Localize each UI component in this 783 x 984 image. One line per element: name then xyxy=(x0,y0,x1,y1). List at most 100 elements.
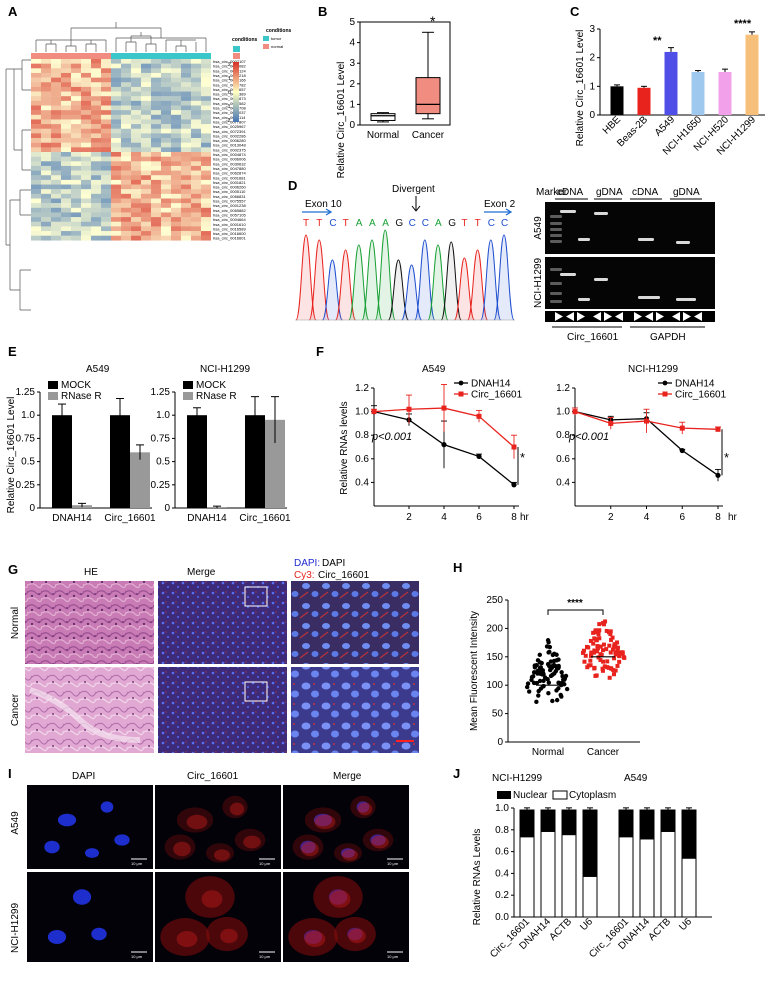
heatmap-row-label: hsa_circ_0025967 xyxy=(213,124,246,129)
heatmap-cell xyxy=(41,165,51,171)
heatmap-cell xyxy=(71,175,81,181)
heatmap-cell xyxy=(71,203,81,208)
e-ylabel: Relative Circ_16601 Level xyxy=(6,397,17,514)
heatmap-cell xyxy=(91,165,101,171)
heatmap-cell xyxy=(61,138,71,143)
heatmap-cell xyxy=(141,72,151,78)
heatmap-cell xyxy=(181,63,191,69)
heatmap-cell xyxy=(161,114,171,120)
heatmap-cell xyxy=(41,152,51,157)
heatmap-cell xyxy=(201,221,211,227)
heatmap-group-cell xyxy=(121,53,131,59)
heatmap-cell xyxy=(121,142,131,148)
h-point xyxy=(597,636,602,641)
e-title-a549: A549 xyxy=(86,364,110,375)
f-point xyxy=(644,418,649,424)
heatmap-cell xyxy=(51,142,61,148)
heatmap-cell xyxy=(181,91,191,97)
h-point xyxy=(616,650,621,655)
h-point xyxy=(541,671,546,677)
heatmap-cell xyxy=(51,105,61,111)
heatmap-cell xyxy=(141,193,151,199)
heatmap-cell xyxy=(171,86,181,92)
primer-arrow xyxy=(577,312,585,321)
heatmap-cell xyxy=(101,86,111,92)
h-point xyxy=(538,666,543,672)
h-point xyxy=(588,638,593,643)
heatmap-cell xyxy=(91,59,101,64)
j-category-label: U6 xyxy=(578,916,595,933)
h-point xyxy=(613,668,618,673)
heatmap-row-label: hsa_circ_0001610 xyxy=(213,222,246,227)
heatmap-cell xyxy=(201,100,211,106)
heatmap-cell xyxy=(81,203,91,208)
heatmap-cell xyxy=(101,207,111,213)
heatmap-cell xyxy=(71,184,81,190)
heatmap-cell xyxy=(181,226,191,232)
heatmap-cell xyxy=(71,221,81,227)
heatmap-cell xyxy=(91,217,101,222)
heatmap-cell xyxy=(181,165,191,171)
heatmap-cell xyxy=(101,72,111,78)
primer-arrow xyxy=(593,312,601,321)
c-category-label: HBE xyxy=(601,114,624,137)
heatmap-cell xyxy=(191,170,201,176)
heatmap-row-label: hsa_circ_0004664 xyxy=(213,217,246,222)
h-point xyxy=(548,667,553,673)
heatmap-cell xyxy=(71,189,81,195)
heatmap-cell xyxy=(101,179,111,185)
heatmap-cell xyxy=(81,82,91,88)
heatmap-cell xyxy=(191,91,201,97)
heatmap-cell xyxy=(161,147,171,153)
heatmap-dendrograms xyxy=(5,22,207,311)
e-legend-swatch xyxy=(183,381,193,389)
heatmap-cell xyxy=(161,184,171,190)
f-tick-label: 0.6 xyxy=(556,454,570,465)
heatmap-cell xyxy=(171,207,181,213)
heatmap-cell xyxy=(151,184,161,190)
heatmap-row-label: hsa_circ_0075557 xyxy=(213,199,246,204)
f-point xyxy=(679,425,685,431)
c-ylabel: Relative Circ_16601 Level xyxy=(575,30,586,147)
c-significance-h1299: **** xyxy=(734,18,752,30)
heatmap-cell xyxy=(201,152,211,157)
heatmap-cell xyxy=(141,100,151,106)
j-bar-nuclear xyxy=(519,809,535,838)
heatmap-row-label: hsa_circ_0030632 xyxy=(213,161,246,166)
heatmap-cell xyxy=(131,114,141,120)
gel-band xyxy=(550,282,562,285)
heatmap-cell xyxy=(181,189,191,195)
gel-bands xyxy=(550,210,696,303)
g-zoom-normal xyxy=(291,581,419,664)
heatmap-cell xyxy=(91,110,101,115)
d-marker-label: Marker xyxy=(536,187,568,198)
heatmap-cell xyxy=(91,96,101,102)
heatmap-cell xyxy=(51,128,61,134)
heatmap-cell xyxy=(31,156,41,162)
d-divergent-label: Divergent xyxy=(392,184,435,195)
d-lane-4: gDNA xyxy=(673,187,700,198)
h-point xyxy=(603,619,608,624)
f-point xyxy=(441,405,447,411)
h-point xyxy=(552,671,557,676)
heatmap-cell xyxy=(71,114,81,120)
g-he-normal xyxy=(25,581,154,664)
heatmap-cell xyxy=(91,82,101,88)
heatmap-cell xyxy=(161,198,171,204)
heatmap-cell xyxy=(81,86,91,92)
heatmap-cell xyxy=(111,100,121,106)
h-point xyxy=(601,659,606,664)
heatmap-cell xyxy=(71,142,81,148)
heatmap-cell xyxy=(141,203,151,208)
heatmap-cell xyxy=(61,175,71,181)
heatmap xyxy=(31,53,211,241)
g-dapi-key: DAPI: xyxy=(294,558,320,569)
heatmap-cell xyxy=(131,175,141,181)
heatmap-cell xyxy=(101,170,111,176)
heatmap-cell xyxy=(141,175,151,181)
heatmap-cell xyxy=(201,119,211,125)
heatmap-cell xyxy=(121,110,131,115)
e-bar xyxy=(245,415,265,508)
heatmap-cell xyxy=(191,100,201,106)
heatmap-cell xyxy=(111,124,121,129)
